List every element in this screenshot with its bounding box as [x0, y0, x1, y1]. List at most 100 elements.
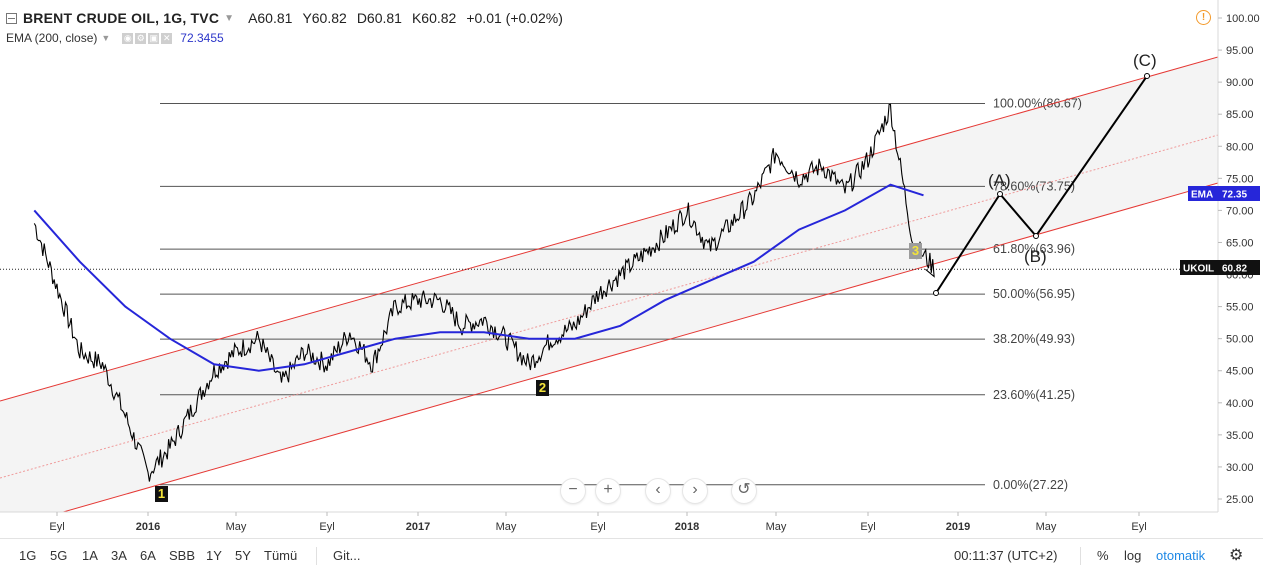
clock-display[interactable]: 00:11:37 (UTC+2): [954, 548, 1058, 563]
price-tick-label: 90.00: [1226, 77, 1254, 89]
price-tick-label: 30.00: [1226, 462, 1254, 474]
wave-label-b: (B): [1024, 247, 1047, 266]
auto-scale-button[interactable]: otomatik: [1156, 548, 1206, 563]
timeframe-1y[interactable]: 1Y: [206, 548, 222, 563]
toolbar-divider: [1080, 547, 1081, 565]
wave-point[interactable]: [1033, 233, 1039, 239]
price-tick-label: 75.00: [1226, 173, 1254, 185]
price-tick-label: 45.00: [1226, 366, 1254, 378]
channel-lower-line[interactable]: [0, 182, 1218, 530]
collapse-toggle-icon[interactable]: [6, 12, 17, 24]
scroll-right-button[interactable]: ›: [682, 478, 708, 504]
time-tick-label: 2019: [946, 521, 970, 533]
symbol-title[interactable]: BRENT CRUDE OIL, 1G, TVC: [23, 10, 220, 26]
settings-icon[interactable]: ⚙: [135, 32, 147, 44]
time-tick-label: May: [496, 521, 517, 533]
price-tick-label: 95.00: [1226, 45, 1254, 57]
time-tick-label: Eyl: [49, 521, 64, 533]
time-tick-label: May: [226, 521, 247, 533]
price-series[interactable]: [33, 103, 935, 482]
scroll-left-button[interactable]: ‹: [645, 478, 671, 504]
log-scale-button[interactable]: log: [1124, 548, 1142, 563]
timeframe-1d[interactable]: 1G: [19, 548, 37, 563]
chart-header: BRENT CRUDE OIL, 1G, TVC ▼ A60.81 Y60.82…: [6, 8, 573, 28]
settings-gear-icon[interactable]: ⚙: [1229, 547, 1244, 564]
fib-level-label: 78.60%(73.75): [993, 179, 1075, 193]
price-tick-label: 85.00: [1226, 109, 1254, 121]
wave-point[interactable]: [933, 290, 939, 296]
open-value: A60.81: [248, 10, 293, 26]
source-icon[interactable]: ▣: [148, 32, 160, 44]
chevron-down-icon[interactable]: ▼: [101, 33, 111, 43]
high-value: Y60.82: [302, 10, 347, 26]
eye-icon[interactable]: ◉: [122, 32, 134, 44]
price-tag-label: UKOIL: [1183, 264, 1214, 275]
wave-point[interactable]: [997, 191, 1003, 197]
ema-series[interactable]: [33, 183, 924, 372]
time-tick-label: May: [1036, 521, 1057, 533]
channel-upper-line[interactable]: [0, 56, 1218, 402]
ema-price-tag: EMA 72.35: [1188, 186, 1260, 201]
wave-label-a: (A): [988, 171, 1011, 190]
ema-tag-label: EMA: [1191, 190, 1213, 201]
percent-scale-button[interactable]: %: [1097, 548, 1109, 563]
fibonacci-retracement: 100.00%(86.67) 78.60%(73.75) 61.80%(63.96)…: [160, 96, 1082, 492]
fib-level-label: 0.00%(27.22): [993, 478, 1068, 492]
indicator-row: EMA (200, close) ▼ ◉ ⚙ ▣ ✕ 72.3455: [6, 31, 224, 45]
fib-level-label: 38.20%(49.93): [993, 332, 1075, 346]
plot-area: 100.00%(86.67) 78.60%(73.75) 61.80%(63.96)…: [0, 51, 1218, 530]
price-tick-label: 35.00: [1226, 430, 1254, 442]
ema-tag-value: 72.35: [1222, 190, 1247, 201]
wave-marker-3: 3: [909, 243, 922, 259]
price-tag-value: 60.82: [1222, 264, 1247, 275]
wave-marker-1: 1: [155, 486, 168, 502]
zoom-out-button[interactable]: −: [560, 478, 586, 504]
timeframe-all[interactable]: Tümü: [264, 548, 298, 563]
chevron-down-icon[interactable]: ▼: [224, 12, 235, 24]
price-tick-label: 80.00: [1226, 141, 1254, 153]
price-axis[interactable]: 100.00 95.00 90.00 85.00 80.00 75.00 70.00 65.0…: [1218, 13, 1260, 506]
price-tick-label: 40.00: [1226, 398, 1254, 410]
timeframe-6m[interactable]: 6A: [140, 548, 156, 563]
channel-fill: [0, 57, 1218, 512]
timeframe-3m[interactable]: 3A: [111, 548, 127, 563]
reset-chart-button[interactable]: ↺: [731, 478, 757, 504]
change-value: +0.01 (+0.02%): [466, 10, 563, 26]
fib-level-label: 50.00%(56.95): [993, 287, 1075, 301]
time-tick-label: 2016: [136, 521, 160, 533]
price-tick-label: 100.00: [1226, 13, 1260, 25]
wave-point[interactable]: [1144, 73, 1150, 79]
time-tick-label: Eyl: [319, 521, 334, 533]
zoom-in-button[interactable]: +: [595, 478, 621, 504]
timeframe-5d[interactable]: 5G: [50, 548, 68, 563]
timeframe-ytd[interactable]: SBB: [169, 548, 196, 563]
price-tick-label: 65.00: [1226, 237, 1254, 249]
timeframe-5y[interactable]: 5Y: [235, 548, 251, 563]
goto-date-button[interactable]: Git...: [333, 548, 361, 563]
time-tick-label: 2018: [675, 521, 699, 533]
wave-label-c: (C): [1133, 51, 1157, 70]
toolbar-divider: [316, 547, 317, 565]
price-tick-label: 70.00: [1226, 205, 1254, 217]
fib-level-label: 23.60%(41.25): [993, 388, 1075, 402]
time-tick-label: May: [766, 521, 787, 533]
bottom-toolbar: 1G 5G 1A 3A 6A SBB 1Y 5Y Tümü Git... 00:…: [0, 538, 1263, 573]
price-tick-label: 50.00: [1226, 334, 1254, 346]
time-axis[interactable]: Eyl 2016 May Eyl 2017 May Eyl 2018 May Eyl 2019 May…: [49, 512, 1147, 533]
timeframe-1m[interactable]: 1A: [82, 548, 98, 563]
close-icon[interactable]: ✕: [161, 32, 173, 44]
wave-points: [933, 73, 1150, 296]
low-value: D60.81: [356, 10, 402, 26]
wave-marker-2: 2: [536, 380, 549, 396]
alert-icon[interactable]: !: [1196, 10, 1211, 25]
price-tick-label: 55.00: [1226, 302, 1254, 314]
indicator-value: 72.3455: [180, 31, 224, 45]
time-tick-label: Eyl: [590, 521, 605, 533]
time-tick-label: 2017: [406, 521, 430, 533]
price-chart[interactable]: 100.00%(86.67) 78.60%(73.75) 61.80%(63.96)…: [0, 0, 1263, 538]
indicator-name[interactable]: EMA (200, close): [6, 31, 98, 45]
close-value: K60.82: [411, 10, 457, 26]
fib-level-label: 61.80%(63.96): [993, 242, 1075, 256]
projected-abc-wave[interactable]: [935, 75, 1148, 294]
channel-median-line[interactable]: [0, 134, 1218, 479]
